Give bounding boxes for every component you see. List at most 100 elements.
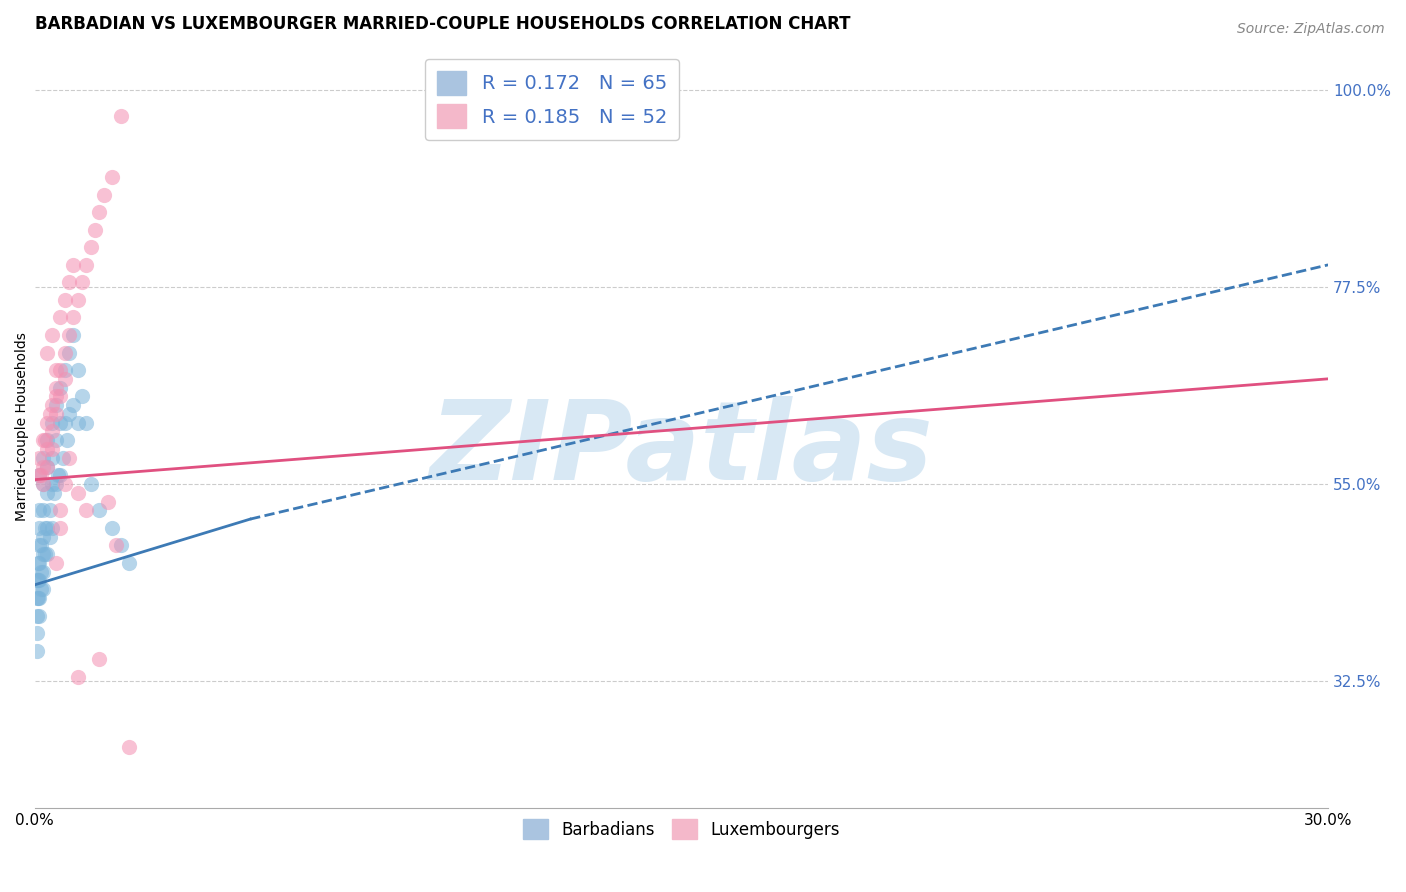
- Point: [53, 345, 76, 359]
- Point: [25, 591, 48, 605]
- Point: [89, 503, 111, 517]
- Point: [105, 538, 128, 552]
- Point: [89, 652, 111, 666]
- Point: [53, 416, 76, 430]
- Point: [66, 293, 89, 307]
- Point: [62, 310, 84, 325]
- Point: [30, 538, 52, 552]
- Point: [30, 468, 52, 483]
- Point: [34, 434, 56, 448]
- Point: [53, 363, 76, 377]
- Point: [84, 223, 107, 237]
- Point: [32, 530, 55, 544]
- Point: [37, 459, 59, 474]
- Legend: Barbadians, Luxembourgers: Barbadians, Luxembourgers: [516, 813, 846, 846]
- Point: [66, 670, 89, 684]
- Point: [32, 477, 55, 491]
- Point: [25, 643, 48, 657]
- Point: [27, 591, 49, 605]
- Point: [49, 310, 72, 325]
- Point: [42, 485, 65, 500]
- Point: [79, 477, 101, 491]
- Point: [45, 381, 67, 395]
- Point: [25, 626, 48, 640]
- Point: [41, 416, 63, 430]
- Point: [118, 740, 141, 755]
- Point: [32, 477, 55, 491]
- Point: [53, 477, 76, 491]
- Text: Source: ZipAtlas.com: Source: ZipAtlas.com: [1237, 22, 1385, 37]
- Point: [45, 407, 67, 421]
- Point: [45, 434, 67, 448]
- Point: [56, 434, 79, 448]
- Point: [34, 521, 56, 535]
- Point: [70, 276, 93, 290]
- Point: [25, 608, 48, 623]
- Point: [58, 328, 80, 343]
- Point: [28, 468, 51, 483]
- Point: [52, 450, 75, 465]
- Point: [32, 503, 55, 517]
- Point: [37, 485, 59, 500]
- Point: [101, 170, 124, 185]
- Point: [66, 363, 89, 377]
- Point: [37, 434, 59, 448]
- Point: [38, 407, 60, 421]
- Point: [28, 556, 51, 570]
- Point: [49, 503, 72, 517]
- Point: [49, 416, 72, 430]
- Point: [49, 521, 72, 535]
- Point: [101, 521, 124, 535]
- Point: [41, 450, 63, 465]
- Text: BARBADIAN VS LUXEMBOURGER MARRIED-COUPLE HOUSEHOLDS CORRELATION CHART: BARBADIAN VS LUXEMBOURGER MARRIED-COUPLE…: [35, 15, 851, 33]
- Point: [58, 450, 80, 465]
- Point: [66, 416, 89, 430]
- Text: ZIPatlas: ZIPatlas: [429, 396, 934, 503]
- Point: [28, 608, 51, 623]
- Point: [46, 468, 69, 483]
- Point: [37, 521, 59, 535]
- Point: [41, 521, 63, 535]
- Point: [62, 328, 84, 343]
- Point: [28, 538, 51, 552]
- Point: [45, 389, 67, 403]
- Point: [75, 416, 97, 430]
- Point: [89, 205, 111, 219]
- Point: [37, 442, 59, 456]
- Point: [28, 468, 51, 483]
- Point: [32, 547, 55, 561]
- Point: [27, 556, 49, 570]
- Point: [27, 574, 49, 588]
- Point: [49, 363, 72, 377]
- Point: [45, 398, 67, 412]
- Point: [49, 389, 72, 403]
- Point: [32, 582, 55, 597]
- Point: [58, 345, 80, 359]
- Point: [38, 530, 60, 544]
- Point: [118, 556, 141, 570]
- Point: [79, 240, 101, 254]
- Point: [32, 434, 55, 448]
- Y-axis label: Married-couple Households: Married-couple Households: [15, 333, 30, 522]
- Point: [58, 407, 80, 421]
- Point: [30, 565, 52, 579]
- Point: [34, 547, 56, 561]
- Point: [25, 574, 48, 588]
- Point: [75, 258, 97, 272]
- Point: [45, 556, 67, 570]
- Point: [32, 459, 55, 474]
- Point: [41, 442, 63, 456]
- Point: [37, 345, 59, 359]
- Point: [45, 363, 67, 377]
- Point: [41, 425, 63, 439]
- Point: [28, 591, 51, 605]
- Point: [37, 459, 59, 474]
- Point: [41, 477, 63, 491]
- Point: [93, 187, 115, 202]
- Point: [97, 494, 120, 508]
- Point: [28, 503, 51, 517]
- Point: [41, 328, 63, 343]
- Point: [49, 381, 72, 395]
- Point: [32, 565, 55, 579]
- Point: [58, 276, 80, 290]
